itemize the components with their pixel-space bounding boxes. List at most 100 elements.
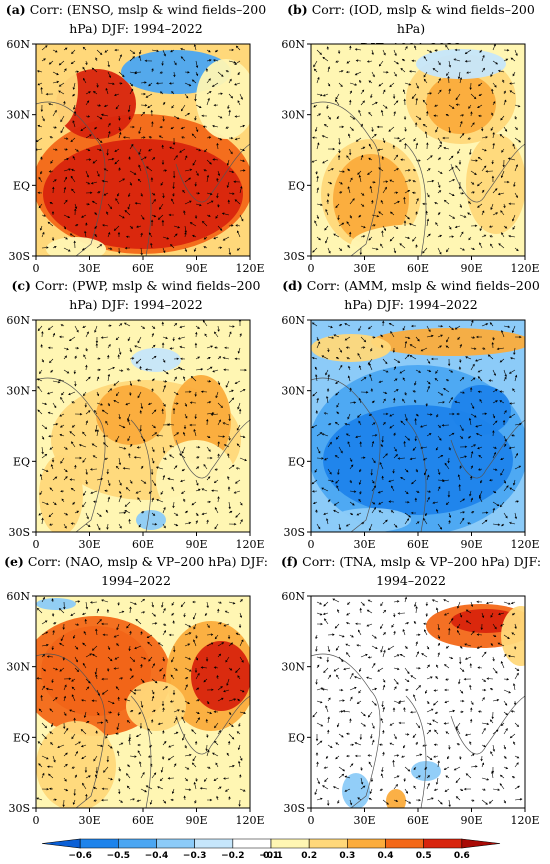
wind-arrow [74,224,79,227]
wind-arrow [338,70,344,73]
wind-arrow [432,719,439,724]
shading-layer [311,320,525,532]
wind-arrow [129,225,134,229]
wind-arrow [91,699,98,703]
wind-arrow [381,435,384,443]
wind-arrow [426,358,431,364]
wind-arrow [102,224,109,227]
wind-arrow [370,93,373,99]
wind-arrow [463,677,472,681]
wind-arrow [349,177,353,183]
wind-arrow [95,336,99,344]
wind-arrow [189,222,197,227]
wind-arrow [137,743,141,747]
wind-arrow [217,356,222,360]
wind-arrow [503,443,507,448]
wind-arrow [206,519,209,525]
colorbar-tick-label: 0.6 [454,851,470,861]
wind-arrow [492,101,496,106]
wind-arrow [118,347,122,355]
wind-arrow [205,744,208,752]
wind-arrow [402,629,406,636]
wind-arrow [49,487,54,492]
wind-arrow [497,69,505,73]
wind-arrow [151,424,156,429]
wind-arrow [171,601,175,606]
wind-arrow [129,170,137,175]
wind-arrow [74,148,79,152]
wind-arrow [156,434,164,437]
wind-arrow [63,214,71,218]
wind-arrow [82,77,87,84]
wind-arrow [173,357,180,361]
wind-arrow [85,222,88,227]
wind-arrow [206,214,211,217]
wind-arrow [237,347,241,354]
wind-arrow [206,192,213,196]
wind-arrow [162,457,167,460]
wind-arrow [316,622,323,626]
wind-arrow [403,777,406,782]
wind-arrow [371,440,375,448]
wind-arrow [228,601,236,605]
wind-arrow [195,672,200,680]
wind-arrow [448,744,451,750]
wind-arrow [437,642,441,647]
x-tick-label: 0 [308,262,315,275]
wind-arrow [382,729,385,735]
wind-arrow [157,786,164,790]
wind-arrow [490,243,494,249]
wind-arrow [404,214,410,220]
panel-a: (a) Corr: (ENSO, mslp & wind fields–200 h… [0,0,272,282]
wind-arrow [140,214,145,220]
wind-arrow [71,168,76,172]
wind-arrow [392,707,396,712]
wind-arrow [71,694,76,702]
wind-arrow [448,446,451,451]
wind-arrow [503,410,507,415]
wind-arrow [371,506,377,514]
wind-arrow [481,744,486,747]
wind-arrow [239,124,246,128]
wind-arrow [371,501,376,505]
y-tick-label: 30S [8,526,30,539]
wind-arrow [393,366,396,371]
wind-arrow [354,71,362,76]
wind-arrow [459,689,464,694]
wind-arrow [492,490,497,494]
wind-arrow [371,199,374,205]
wind-arrow [140,136,146,139]
wind-arrow [155,82,164,85]
wind-arrow [151,512,156,516]
wind-arrow [107,711,113,714]
wind-arrow [195,104,202,108]
wind-arrow [349,464,354,470]
wind-arrow [136,799,142,802]
wind-arrow [356,700,362,704]
wind-arrow [38,763,43,768]
wind-arrow [434,49,439,52]
x-tick-label: 120E [235,262,264,275]
wind-arrow [217,380,221,386]
wind-arrow [380,623,384,630]
wind-arrow [413,694,417,702]
y-tick-label: EQ [288,731,305,744]
wind-arrow [150,177,154,183]
x-tick-label: 30E [353,814,375,827]
wind-arrow [113,380,120,386]
wind-arrow [107,343,111,349]
wind-arrow [191,133,197,139]
wind-arrow [114,48,120,52]
wind-arrow [85,158,92,161]
wind-arrow [316,142,320,150]
wind-arrow [173,155,178,161]
wind-arrow [85,376,91,382]
wind-arrow [117,354,120,360]
wind-arrow [434,711,439,714]
wind-arrow [95,57,98,62]
wind-arrow [195,687,200,691]
wind-arrow [49,708,54,713]
wind-arrow [71,441,76,448]
wind-arrow [162,730,165,735]
